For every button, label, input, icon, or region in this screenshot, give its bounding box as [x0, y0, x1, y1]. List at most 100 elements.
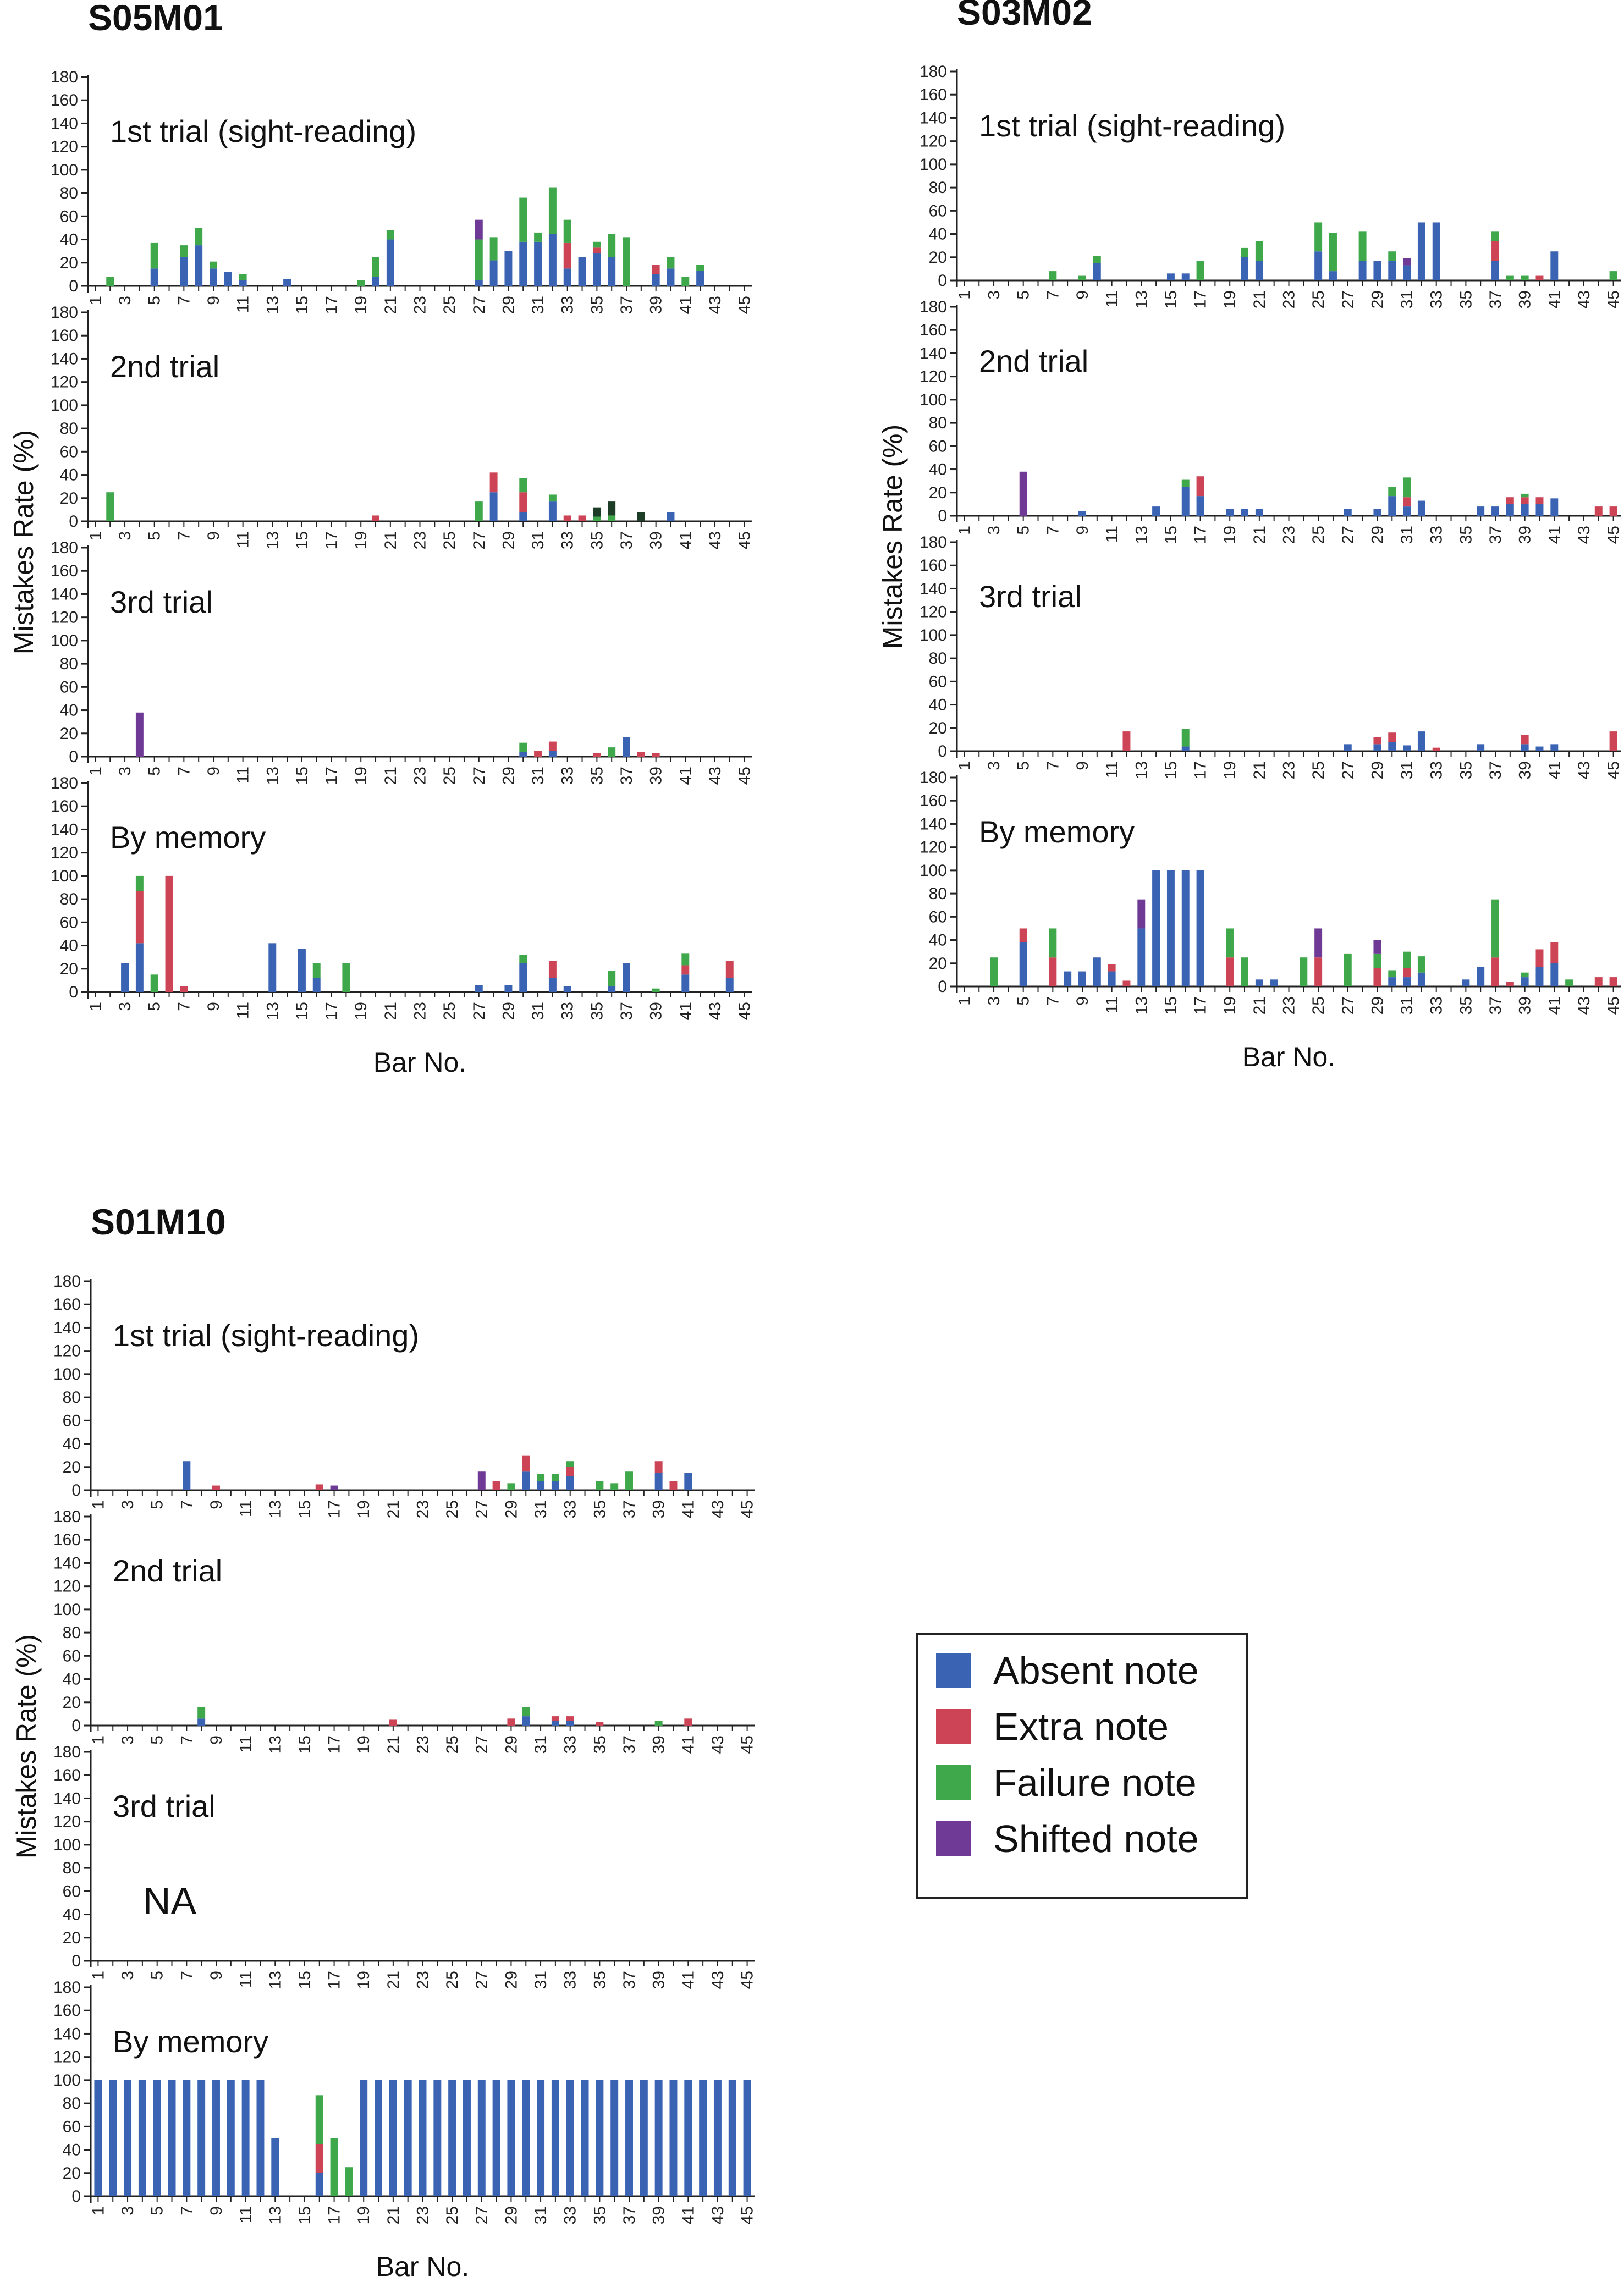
y-tick-label: 0	[938, 272, 947, 290]
bar-segment-absent	[537, 2080, 545, 2196]
bar-segment-extra	[596, 1722, 604, 1726]
bar-segment-shifted	[1314, 928, 1323, 958]
bar-segment-absent	[183, 2080, 191, 2196]
bar-segment-absent	[1255, 979, 1263, 986]
legend-swatch-extra	[936, 1709, 971, 1744]
y-tick-label: 180	[920, 769, 947, 787]
bar-segment-absent	[654, 1473, 663, 1490]
x-tick-label: 15	[296, 1971, 314, 1989]
bar-segment-absent	[1550, 744, 1559, 751]
bar-segment-extra	[1019, 928, 1027, 942]
x-tick-label: 37	[1487, 996, 1505, 1015]
trial-label: 2nd trial	[110, 349, 219, 384]
bar-segment-absent	[519, 963, 527, 992]
x-tick-label: 11	[234, 531, 252, 548]
x-tick-label: 5	[1015, 526, 1033, 535]
y-tick-label: 120	[51, 373, 78, 392]
bar-segment-failure	[357, 280, 365, 286]
y-tick-label: 120	[53, 2048, 81, 2066]
x-tick-label: 17	[323, 531, 341, 549]
y-tick-label: 80	[63, 1388, 81, 1407]
bar-segment-absent	[1491, 506, 1499, 516]
bar-segment-absent	[109, 2080, 117, 2196]
x-tick-label: 27	[470, 531, 488, 549]
y-tick-label: 0	[69, 748, 78, 766]
bar-segment-failure	[593, 516, 601, 521]
bar-segment-absent	[1477, 744, 1485, 751]
bar-segment-absent	[1521, 744, 1529, 751]
bar-segment-shifted	[1137, 899, 1146, 929]
y-tick-label: 180	[920, 298, 947, 316]
x-tick-label: 41	[1545, 996, 1564, 1015]
bar-segment-failure	[315, 2095, 323, 2144]
bar-segment-failure	[1314, 222, 1323, 252]
bar-segment-absent	[1373, 509, 1381, 516]
bar-segment-absent	[224, 272, 232, 286]
y-tick-label: 0	[71, 1952, 81, 1970]
bar-segment-absent	[239, 280, 247, 286]
bar-segment-failure	[519, 197, 527, 242]
trial-label: 3rd trial	[110, 585, 213, 619]
bar-segment-absent	[1255, 509, 1263, 516]
y-tick-label: 120	[53, 1578, 81, 1596]
x-tick-label: 25	[443, 1971, 461, 1989]
x-tick-label: 21	[384, 1500, 403, 1518]
bar-segment-absent	[210, 268, 217, 286]
x-tick-label: 21	[382, 1002, 400, 1020]
bar-segment-extra	[1506, 497, 1514, 504]
bar-segment-extra	[1314, 957, 1323, 986]
bar-segment-failure	[507, 1483, 515, 1490]
y-tick-label: 80	[929, 649, 947, 668]
x-tick-label: 25	[443, 2206, 461, 2224]
bar-segment-extra	[492, 1481, 500, 1490]
bar-segment-extra	[593, 247, 601, 253]
bar-segment-absent	[1403, 506, 1411, 516]
y-tick-label: 20	[60, 489, 78, 508]
bar-segment-extra	[1521, 735, 1529, 745]
x-tick-label: 17	[326, 1735, 344, 1754]
trial-label: By memory	[979, 814, 1135, 849]
bar-segment-absent	[563, 268, 571, 286]
bar-segment-extra	[681, 965, 690, 975]
bar-segment-failure	[195, 228, 203, 246]
x-tick-label: 35	[1457, 761, 1475, 779]
bar-segment-failure	[1078, 275, 1086, 280]
bar-segment-extra	[1521, 497, 1529, 504]
bar-segment-absent	[1535, 504, 1544, 516]
bar-segment-absent	[404, 2080, 412, 2196]
bar-segment-failure	[652, 988, 660, 992]
bar-segment-absent	[1373, 744, 1381, 751]
x-tick-label: 3	[985, 761, 1003, 770]
x-tick-label: 11	[234, 767, 252, 784]
y-tick-label: 20	[63, 2164, 81, 2182]
x-tick-label: 19	[352, 767, 370, 785]
x-tick-label: 1	[86, 296, 104, 305]
x-tick-label: 7	[175, 1002, 193, 1011]
y-tick-label: 120	[51, 844, 78, 862]
bar-segment-absent	[1550, 963, 1559, 986]
y-tick-label: 80	[60, 655, 78, 673]
y-tick-label: 0	[71, 1717, 81, 1735]
bar-segment-absent	[283, 279, 291, 286]
bar-segment-absent	[537, 1481, 545, 1490]
bar-segment-failure	[1358, 231, 1367, 261]
x-tick-label: 35	[1457, 996, 1475, 1015]
bar-segment-absent	[1078, 971, 1086, 986]
x-tick-label: 13	[266, 1971, 284, 1989]
y-tick-label: 40	[60, 231, 78, 249]
bar-segment-extra	[654, 1461, 663, 1473]
bar-segment-extra	[1432, 747, 1440, 751]
bar-segment-absent	[522, 1716, 530, 1726]
y-tick-label: 20	[929, 719, 947, 737]
y-tick-label: 0	[71, 2187, 81, 2206]
x-tick-label: 39	[1516, 761, 1534, 779]
bar-segment-extra	[1388, 732, 1396, 742]
bar-segment-failure	[135, 875, 144, 891]
x-tick-label: 27	[1339, 526, 1357, 544]
panel-title: S05M01	[88, 0, 223, 38]
y-axis-title: Mistakes Rate (%)	[8, 430, 39, 654]
